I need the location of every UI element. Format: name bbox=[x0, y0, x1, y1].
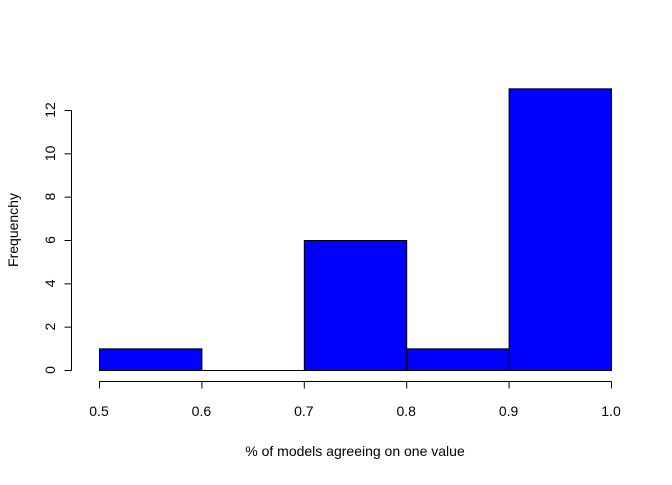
y-tick-label: 12 bbox=[42, 102, 58, 118]
y-tick-label: 2 bbox=[42, 323, 58, 331]
histogram-bar bbox=[303, 240, 408, 371]
x-tick-label: 0.7 bbox=[294, 403, 314, 419]
histogram-bar bbox=[508, 88, 613, 371]
histogram-bar bbox=[406, 348, 510, 372]
x-tick-label: 0.5 bbox=[89, 403, 109, 419]
histogram-bar bbox=[99, 348, 203, 372]
y-tick-label: 8 bbox=[42, 193, 58, 201]
y-axis-title: Frequenchy bbox=[5, 193, 21, 267]
y-tick-label: 0 bbox=[42, 366, 58, 374]
x-axis: 0.5 0.6 0.7 0.8 0.9 1.0 bbox=[89, 381, 621, 419]
y-tick-label: 10 bbox=[42, 145, 58, 161]
y-tick-label: 4 bbox=[42, 279, 58, 287]
x-tick-label: 0.9 bbox=[499, 403, 519, 419]
y-tick-label: 6 bbox=[42, 236, 58, 244]
y-axis: 0 2 4 6 8 10 12 bbox=[42, 102, 72, 374]
x-axis-title: % of models agreeing on one value bbox=[245, 443, 465, 459]
x-tick-label: 0.8 bbox=[396, 403, 416, 419]
bars-layer bbox=[99, 88, 613, 372]
x-tick-label: 1.0 bbox=[601, 403, 621, 419]
x-tick-label: 0.6 bbox=[192, 403, 212, 419]
